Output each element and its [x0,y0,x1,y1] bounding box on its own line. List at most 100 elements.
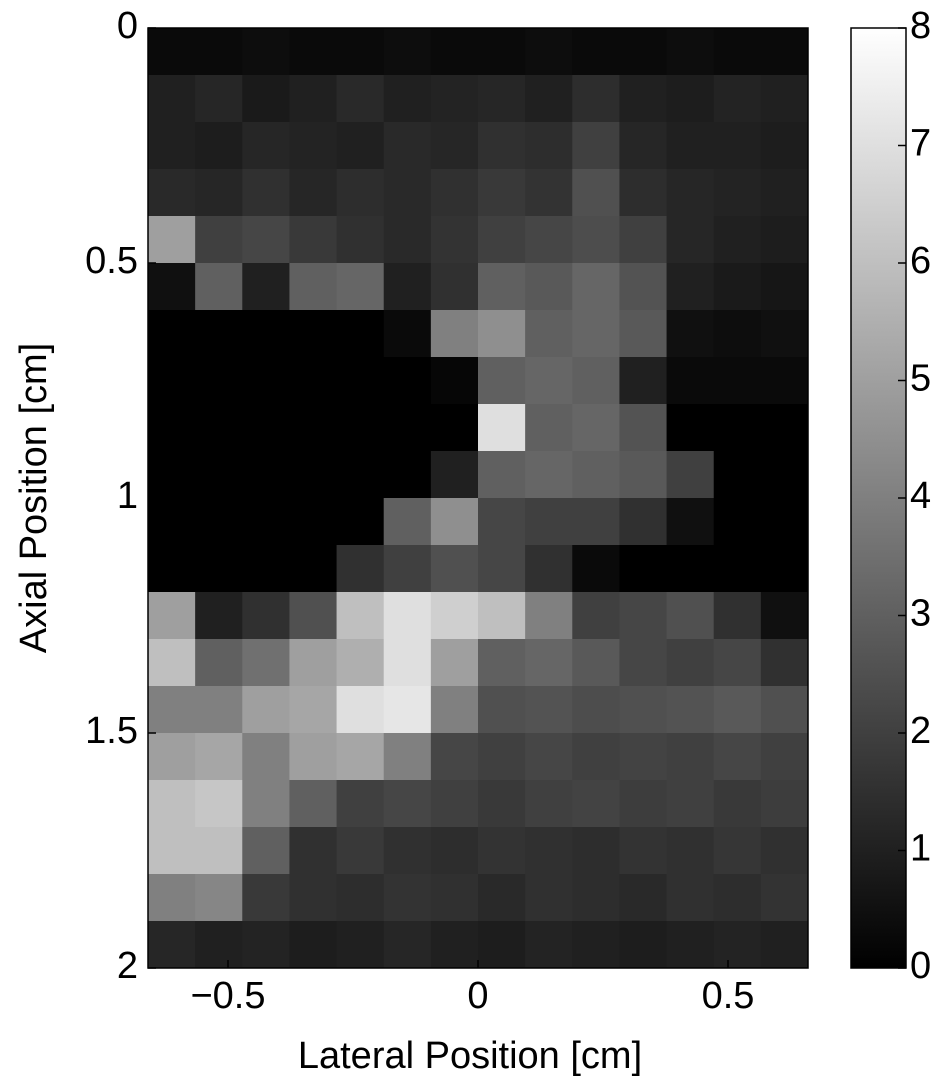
heatmap-cell [430,592,479,640]
heatmap-cell [619,545,668,593]
heatmap-cell [242,122,290,170]
colorbar-tick-label: 1 [910,828,931,870]
heatmap-cell [242,451,290,499]
heatmap-cell [289,216,338,264]
heatmap-cell [148,357,196,405]
heatmap-cell [666,827,715,875]
heatmap-cell [572,827,620,875]
heatmap-cell [666,404,715,452]
heatmap-cell [148,686,196,734]
heatmap-cell [478,216,526,264]
colorbar [850,27,907,969]
heatmap-cell [336,827,385,875]
heatmap-cell [525,639,573,687]
heatmap-cell [478,404,526,452]
heatmap-cell [525,686,573,734]
heatmap-cell [572,451,620,499]
heatmap-cell [619,357,668,405]
heatmap-cell [525,122,573,170]
heatmap-cell [242,404,290,452]
heatmap-cell [713,827,762,875]
heatmap-cell [525,827,573,875]
heatmap-cell [336,263,385,311]
heatmap-cell [478,686,526,734]
heatmap [148,28,809,969]
heatmap-cell [525,310,573,358]
heatmap-cell [148,263,196,311]
heatmap-cell [666,75,715,123]
y-tick-label: 1 [117,475,138,517]
heatmap-cell [619,733,668,781]
heatmap-cell [760,28,809,76]
heatmap-cell [713,310,762,358]
heatmap-cell [195,169,243,217]
heatmap-cell [713,357,762,405]
heatmap-cell [666,780,715,828]
heatmap-cell [713,780,762,828]
heatmap-cell [478,263,526,311]
heatmap-cell [572,592,620,640]
heatmap-cell [666,498,715,546]
heatmap-cell [572,216,620,264]
heatmap-cell [336,498,385,546]
heatmap-cell [713,169,762,217]
heatmap-cell [430,827,479,875]
heatmap-cell [619,639,668,687]
heatmap-cell [383,780,432,828]
heatmap-cell [760,310,809,358]
heatmap-cell [525,921,573,969]
heatmap-cell [289,592,338,640]
heatmap-cell [478,592,526,640]
heatmap-cell [336,592,385,640]
heatmap-cell [195,263,243,311]
colorbar-tick-label: 0 [910,945,931,987]
heatmap-cell [336,921,385,969]
colorbar-tick-label: 3 [910,593,931,635]
heatmap-cell [195,404,243,452]
heatmap-cell [619,780,668,828]
heatmap-cell [383,28,432,76]
heatmap-cell [148,921,196,969]
heatmap-cell [713,639,762,687]
heatmap-cell [148,827,196,875]
heatmap-cell [478,122,526,170]
heatmap-cell [713,545,762,593]
heatmap-cell [430,733,479,781]
heatmap-cell [666,686,715,734]
heatmap-cell [760,874,809,922]
heatmap-cell [148,733,196,781]
heatmap-cell [760,216,809,264]
heatmap-cell [430,639,479,687]
colorbar-tick-label: 6 [910,240,931,282]
heatmap-cell [383,216,432,264]
heatmap-cell [289,733,338,781]
heatmap-cell [336,733,385,781]
heatmap-cell [336,75,385,123]
heatmap-cell [713,498,762,546]
heatmap-cell [289,780,338,828]
heatmap-cell [619,122,668,170]
heatmap-cell [713,263,762,311]
heatmap-cell [242,780,290,828]
heatmap-cell [666,122,715,170]
heatmap-cell [195,216,243,264]
heatmap-cell [760,639,809,687]
heatmap-cell [713,216,762,264]
heatmap-cell [713,874,762,922]
heatmap-cell [383,310,432,358]
y-axis-label: Axial Position [cm] [13,343,55,653]
x-tick-label: −0.5 [190,975,265,1017]
heatmap-cell [478,310,526,358]
heatmap-cell [430,357,479,405]
heatmap-cell [430,122,479,170]
heatmap-cell [148,545,196,593]
heatmap-cell [572,357,620,405]
heatmap-cell [572,733,620,781]
heatmap-cell [242,545,290,593]
heatmap-cell [242,357,290,405]
heatmap-cell [666,451,715,499]
heatmap-cell [195,75,243,123]
heatmap-cell [195,310,243,358]
heatmap-cell [478,28,526,76]
heatmap-cell [430,921,479,969]
